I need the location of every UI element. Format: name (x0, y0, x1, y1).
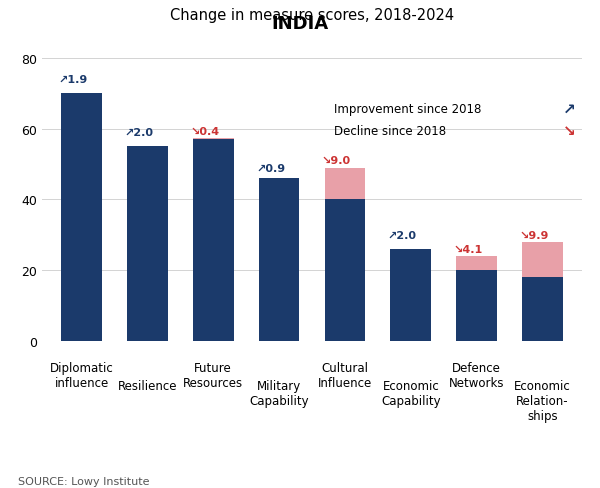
Bar (456, 271, 497, 342)
Text: ↘0.4: ↘0.4 (190, 126, 219, 137)
Text: ↘9.9: ↘9.9 (520, 231, 549, 241)
Text: Future
Resources: Future Resources (183, 361, 243, 389)
Text: Military
Capability: Military Capability (249, 379, 309, 407)
Text: Decline since 2018: Decline since 2018 (334, 124, 446, 137)
Bar (325, 200, 365, 342)
Bar (522, 243, 563, 278)
Bar (522, 278, 563, 342)
Text: SOURCE: Lowy Institute: SOURCE: Lowy Institute (18, 476, 149, 486)
Text: ↗2.0: ↗2.0 (124, 128, 154, 138)
Bar (391, 250, 431, 342)
Text: ↘4.1: ↘4.1 (454, 244, 483, 254)
Bar (325, 168, 365, 200)
Bar (193, 139, 233, 140)
Bar (61, 94, 102, 342)
Title: Change in measure scores, 2018-2024: Change in measure scores, 2018-2024 (170, 8, 454, 23)
Text: ↘9.0: ↘9.0 (322, 156, 351, 166)
Bar (456, 256, 497, 271)
Text: ↗0.9: ↗0.9 (256, 163, 285, 174)
Text: Diplomatic
influence: Diplomatic influence (50, 361, 113, 389)
Bar (259, 179, 299, 342)
Text: ↗2.0: ↗2.0 (388, 230, 417, 241)
Text: Improvement since 2018: Improvement since 2018 (334, 103, 481, 116)
Text: INDIA: INDIA (271, 15, 329, 33)
Text: Resilience: Resilience (118, 379, 177, 392)
Text: Defence
Networks: Defence Networks (449, 361, 505, 389)
Text: Economic
Relation-
ships: Economic Relation- ships (514, 379, 571, 422)
Text: ↗: ↗ (563, 102, 576, 117)
Text: Economic
Capability: Economic Capability (381, 379, 440, 407)
Bar (193, 140, 233, 342)
Text: ↗1.9: ↗1.9 (58, 75, 88, 85)
Text: Cultural
Influence: Cultural Influence (318, 361, 372, 389)
Bar (127, 147, 168, 342)
Text: ↘: ↘ (563, 123, 576, 138)
